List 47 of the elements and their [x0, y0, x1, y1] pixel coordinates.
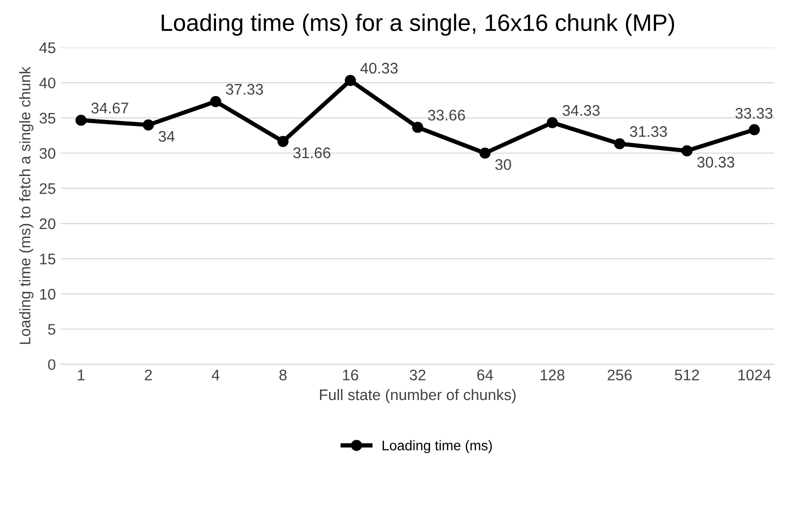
x-tick-label: 1	[78, 370, 85, 380]
data-label: 37.33	[226, 84, 263, 95]
x-axis-title: Full state (number of chunks)	[320, 388, 516, 404]
data-label: 33.33	[735, 108, 772, 119]
data-label: 34.33	[562, 105, 600, 116]
y-tick-label: 25	[40, 183, 56, 194]
x-tick-label: 128	[540, 370, 564, 380]
x-tick-label: 8	[279, 370, 287, 380]
point	[412, 122, 424, 133]
data-label: 31.33	[630, 126, 667, 137]
point	[748, 124, 760, 136]
data-label: 30	[495, 159, 512, 170]
legend-label: Loading time (ms)	[382, 440, 492, 454]
data-label: 31.66	[293, 147, 330, 158]
point	[277, 136, 289, 147]
y-tick-label: 5	[48, 324, 56, 335]
y-tick-label: 30	[40, 148, 56, 159]
point	[75, 114, 87, 126]
x-tick-label: 1024	[738, 370, 771, 380]
point	[142, 119, 154, 131]
data-label: 30.33	[697, 156, 734, 168]
point	[344, 74, 356, 86]
y-axis-title: Loading time (ms) to fetch a single chunk	[19, 66, 34, 344]
chart-title: Loading time (ms) for a single, 16x16 chunk (MP)	[162, 14, 674, 36]
y-tick-label: 35	[40, 112, 56, 124]
x-tick-label: 32	[410, 370, 426, 380]
point	[681, 145, 693, 156]
y-tick-label: 40	[39, 78, 56, 88]
x-tick-label: 256	[608, 370, 632, 380]
data-label: 34.67	[91, 102, 128, 114]
x-tick-label: 16	[343, 370, 358, 380]
point	[479, 148, 491, 159]
data-label: 33.66	[428, 110, 465, 121]
y-tick-label: 20	[40, 218, 56, 230]
y-tick-label: 15	[40, 254, 56, 264]
data-label: 40.33	[360, 62, 398, 74]
point	[210, 96, 222, 108]
y-tick-label: 0	[48, 359, 56, 370]
y-tick-label: 10	[40, 288, 56, 300]
point	[614, 138, 626, 150]
data-label: 34	[158, 130, 175, 142]
y-tick-label: 45	[39, 42, 56, 54]
x-tick-label: 2	[144, 370, 152, 380]
x-tick-label: 4	[212, 370, 220, 380]
point	[546, 117, 558, 128]
x-tick-label: 512	[674, 370, 699, 380]
x-tick-label: 64	[477, 370, 494, 380]
